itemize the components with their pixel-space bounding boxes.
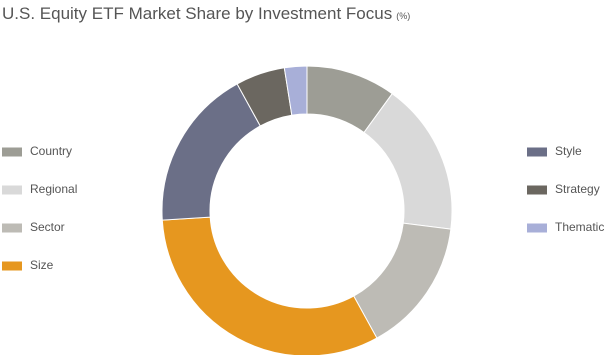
legend-swatch <box>2 261 22 271</box>
legend-label: Style <box>555 144 582 158</box>
donut-slice <box>363 92 453 230</box>
donut-slice <box>353 222 452 339</box>
title-unit: (%) <box>396 11 410 21</box>
legend-swatch <box>2 147 22 157</box>
legend-label: Regional <box>30 182 77 196</box>
legend-swatch <box>2 223 22 233</box>
title-text: U.S. Equity ETF Market Share by Investme… <box>2 4 392 23</box>
legend-swatch <box>527 147 547 157</box>
legend-swatch <box>2 185 22 195</box>
legend-swatch <box>527 185 547 195</box>
donut-slice <box>161 216 378 355</box>
legend-label: Strategy <box>555 182 600 196</box>
legend-swatch <box>527 223 547 233</box>
legend-label: Thematic <box>555 220 604 234</box>
donut-slice <box>283 65 308 116</box>
chart-title: U.S. Equity ETF Market Share by Investme… <box>2 4 410 23</box>
legend-label: Country <box>30 144 72 158</box>
legend-label: Size <box>30 258 54 272</box>
donut-slice <box>161 83 261 221</box>
legend-label: Sector <box>30 220 65 234</box>
